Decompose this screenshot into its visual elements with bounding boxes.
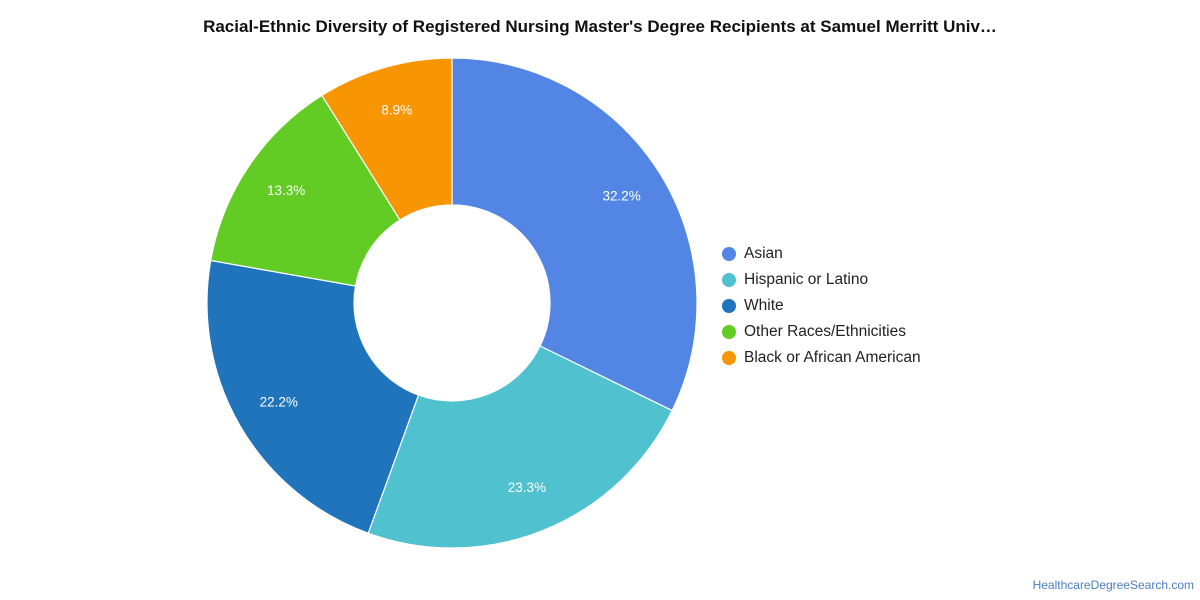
source-credit[interactable]: HealthcareDegreeSearch.com xyxy=(1032,578,1194,592)
legend-swatch xyxy=(722,351,736,365)
legend-item[interactable]: Asian xyxy=(722,241,921,267)
legend-swatch xyxy=(722,247,736,261)
slice-value-label: 23.3% xyxy=(508,480,546,495)
legend-swatch xyxy=(722,299,736,313)
legend-label: Asian xyxy=(744,245,783,262)
chart-legend: Asian Hispanic or Latino White Other Races/… xyxy=(722,241,921,371)
slice-asian[interactable] xyxy=(451,57,698,412)
slice-value-label: 22.2% xyxy=(260,395,298,410)
slice-value-label: 32.2% xyxy=(603,189,641,204)
slice-white[interactable] xyxy=(206,259,420,534)
slice-other-races-ethnicities[interactable] xyxy=(210,94,401,287)
legend-item[interactable]: White xyxy=(722,293,921,319)
slice-black-or-african-american[interactable] xyxy=(321,57,453,221)
chart-title: Racial-Ethnic Diversity of Registered Nu… xyxy=(203,17,997,36)
legend-item[interactable]: Other Races/Ethnicities xyxy=(722,319,921,345)
legend-item[interactable]: Black or African American xyxy=(722,345,921,371)
slice-hispanic-or-latino[interactable] xyxy=(367,345,673,549)
legend-label: White xyxy=(744,297,784,314)
legend-item[interactable]: Hispanic or Latino xyxy=(722,267,921,293)
legend-label: Black or African American xyxy=(744,349,921,366)
legend-swatch xyxy=(722,273,736,287)
slice-value-label: 13.3% xyxy=(267,183,305,198)
legend-swatch xyxy=(722,325,736,339)
slice-value-label: 8.9% xyxy=(381,102,412,117)
legend-label: Hispanic or Latino xyxy=(744,271,869,288)
legend-label: Other Races/Ethnicities xyxy=(744,323,906,340)
